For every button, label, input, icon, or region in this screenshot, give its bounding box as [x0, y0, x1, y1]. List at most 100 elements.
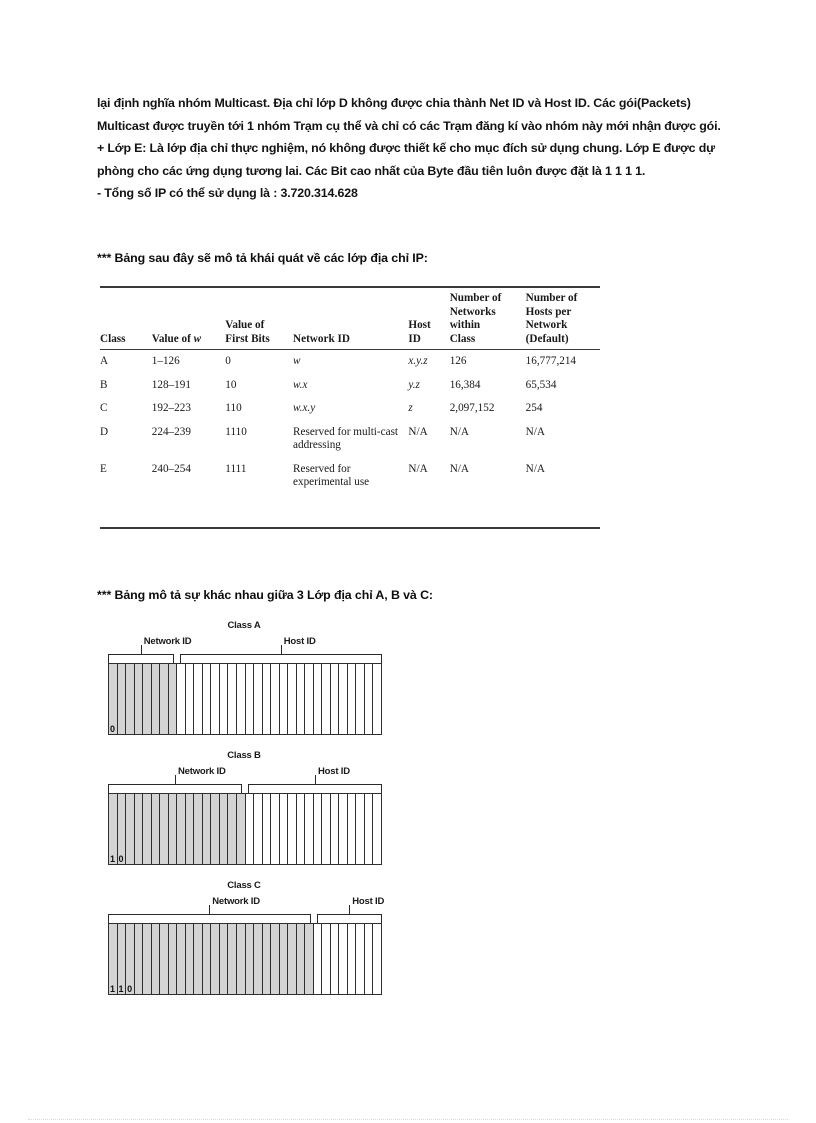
host-id-label: Host ID [318, 766, 350, 777]
paragraph-total-ip: - Tổng số IP có thể sử dụng là : 3.720.3… [97, 186, 358, 200]
header-spacer [408, 288, 443, 319]
leading-bit-value: 0 [127, 984, 133, 994]
column-header-first-bits-line1: Value of [225, 319, 265, 331]
network-bit-cell [288, 924, 297, 994]
cell-value-of-w: 1–126 [151, 355, 180, 367]
network-bit-cell: 1 [109, 924, 118, 994]
host-bit-cell [279, 664, 289, 734]
column-header-value-of-w-label: Value of [151, 332, 194, 345]
network-bit-cell [279, 924, 289, 994]
network-id-brace: Network ID [108, 896, 311, 923]
header-spacer [152, 289, 220, 333]
column-header-num-networks-line4: Class [449, 332, 476, 345]
network-bit-cell [305, 924, 314, 994]
cell-num-networks: N/A [449, 425, 469, 438]
host-id-brace: Host ID [179, 636, 382, 663]
host-bit-cell [356, 924, 365, 994]
cell-num-networks: N/A [449, 462, 469, 475]
host-bit-cell [373, 794, 381, 864]
body-paragraphs: lại định nghĩa nhóm Multicast. Địa chỉ l… [97, 92, 721, 205]
host-bit-cell [364, 794, 374, 864]
network-id-label: Network ID [143, 636, 192, 647]
network-bit-cell: 1 [109, 794, 118, 864]
diagram-title: Class C [227, 880, 261, 891]
cell-num-hosts: 65,534 [525, 378, 557, 391]
cell-value-of-w: 224–239 [151, 425, 191, 438]
host-id-label: Host ID [352, 896, 385, 907]
network-bit-cell [219, 924, 229, 994]
network-bit-cell [254, 924, 263, 994]
cell-num-networks: 16,384 [449, 378, 481, 391]
host-bit-cell [339, 924, 348, 994]
cell-num-hosts: N/A [525, 425, 545, 438]
paragraph-multicast: lại định nghĩa nhóm Multicast. Địa chỉ l… [97, 96, 721, 133]
cell-class: B [100, 378, 108, 391]
brace-tick [315, 775, 316, 785]
network-bit-cell [160, 664, 169, 734]
column-header-network-id: Network ID [293, 286, 409, 350]
network-bit-cell [134, 664, 144, 734]
cell-first-bits: 1110 [225, 425, 247, 438]
network-bit-cell [177, 794, 186, 864]
table-head: Class Value of w Value of First Bits Net… [100, 286, 600, 350]
heading-ip-class-table: *** Bảng sau đây sẽ mô tả khái quát về c… [97, 251, 428, 265]
host-bit-cell [322, 924, 331, 994]
host-bit-cell [202, 664, 212, 734]
host-bit-cell [356, 664, 365, 734]
network-bit-cell [143, 664, 152, 734]
cell-first-bits: 0 [225, 355, 231, 367]
diagram-title: Class B [227, 750, 261, 761]
network-bit-cell [245, 924, 255, 994]
host-bit-cell [254, 664, 263, 734]
host-bit-cell [347, 924, 357, 994]
leading-bit-value: 1 [110, 984, 116, 994]
cell-network-id: w.x.y [293, 402, 316, 414]
network-bit-cell [236, 794, 246, 864]
network-bit-cell [236, 924, 246, 994]
column-header-first-bits-line2: First Bits [225, 332, 270, 345]
network-id-label: Network ID [212, 896, 260, 907]
column-header-value-of-w-var: w [193, 332, 202, 345]
host-id-label: Host ID [283, 636, 316, 647]
table-header-row: Class Value of w Value of First Bits Net… [100, 286, 600, 350]
cell-class: A [100, 355, 109, 367]
network-bit-cell [168, 924, 178, 994]
host-bit-cell [322, 794, 331, 864]
column-header-num-hosts-line1: Number of [525, 292, 578, 304]
cell-value-of-w: 240–254 [151, 462, 191, 475]
table-row: D 224–239 1110 Reserved for multi-cast addr… [100, 421, 600, 458]
network-bit-cell: 0 [109, 664, 118, 734]
column-header-class-label: Class [100, 332, 126, 345]
cell-network-id: Reserved for experimental use [293, 462, 370, 489]
cell-class: D [100, 425, 109, 438]
host-bit-cell [305, 794, 314, 864]
network-bit-cell [228, 794, 237, 864]
column-header-num-hosts-line4: (Default) [525, 332, 569, 345]
host-bit-cell [356, 794, 365, 864]
cell-class: C [100, 402, 108, 414]
column-header-network-id-label: Network ID [293, 332, 350, 345]
host-id-brace: Host ID [248, 766, 382, 793]
host-bit-cell [262, 664, 272, 734]
table-row: C 192–223 110 w.x.y z 2,097,152 254 [100, 397, 600, 421]
cell-network-id: Reserved for multi-cast addressing [293, 425, 399, 452]
host-bit-cell [330, 794, 340, 864]
column-header-host-id-line2: ID [408, 332, 421, 345]
ip-class-table: Class Value of w Value of First Bits Net… [100, 286, 600, 498]
cell-class: E [100, 462, 107, 475]
network-bit-cell [211, 924, 220, 994]
host-bit-cell [322, 664, 331, 734]
leading-bit-value: 0 [110, 724, 116, 734]
network-bit-cell [151, 664, 161, 734]
host-bit-cell [219, 664, 229, 734]
cell-num-hosts: N/A [525, 462, 545, 475]
host-bit-cell [271, 664, 280, 734]
network-bit-cell [143, 924, 152, 994]
network-bit-cell [185, 794, 195, 864]
network-bit-cell [134, 924, 144, 994]
footer-divider [28, 1119, 788, 1120]
network-id-label: Network ID [178, 766, 226, 777]
host-bit-cell [364, 664, 374, 734]
host-bit-cell [296, 794, 306, 864]
diagram-brace-row: Network ID Host ID [108, 633, 382, 663]
